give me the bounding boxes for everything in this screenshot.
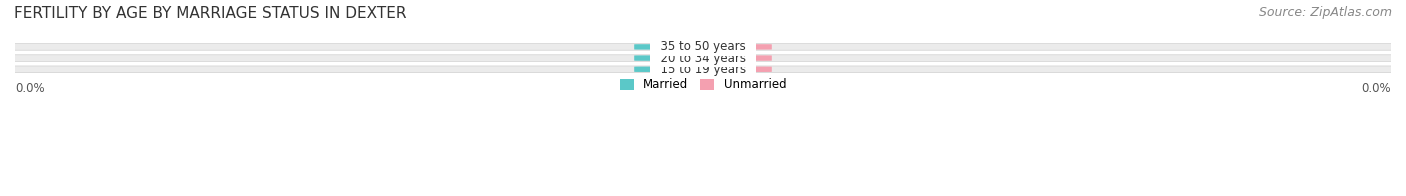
Legend: Married, Unmarried: Married, Unmarried [614, 74, 792, 96]
Text: 0.0%: 0.0% [720, 42, 748, 52]
Text: Source: ZipAtlas.com: Source: ZipAtlas.com [1258, 6, 1392, 19]
FancyBboxPatch shape [634, 55, 710, 61]
Text: 15 to 19 years: 15 to 19 years [652, 63, 754, 76]
FancyBboxPatch shape [634, 44, 710, 50]
FancyBboxPatch shape [696, 55, 772, 61]
Text: 0.0%: 0.0% [658, 42, 686, 52]
Text: FERTILITY BY AGE BY MARRIAGE STATUS IN DEXTER: FERTILITY BY AGE BY MARRIAGE STATUS IN D… [14, 6, 406, 21]
Text: 0.0%: 0.0% [658, 64, 686, 74]
FancyBboxPatch shape [1, 66, 1405, 73]
Text: 0.0%: 0.0% [720, 64, 748, 74]
Text: 0.0%: 0.0% [15, 82, 45, 95]
FancyBboxPatch shape [1, 55, 1405, 61]
Text: 0.0%: 0.0% [658, 53, 686, 63]
Text: 20 to 34 years: 20 to 34 years [652, 52, 754, 65]
Text: 0.0%: 0.0% [1361, 82, 1391, 95]
Text: 0.0%: 0.0% [720, 53, 748, 63]
Text: 35 to 50 years: 35 to 50 years [652, 40, 754, 53]
FancyBboxPatch shape [696, 44, 772, 50]
FancyBboxPatch shape [634, 67, 710, 72]
FancyBboxPatch shape [696, 67, 772, 72]
FancyBboxPatch shape [1, 44, 1405, 50]
